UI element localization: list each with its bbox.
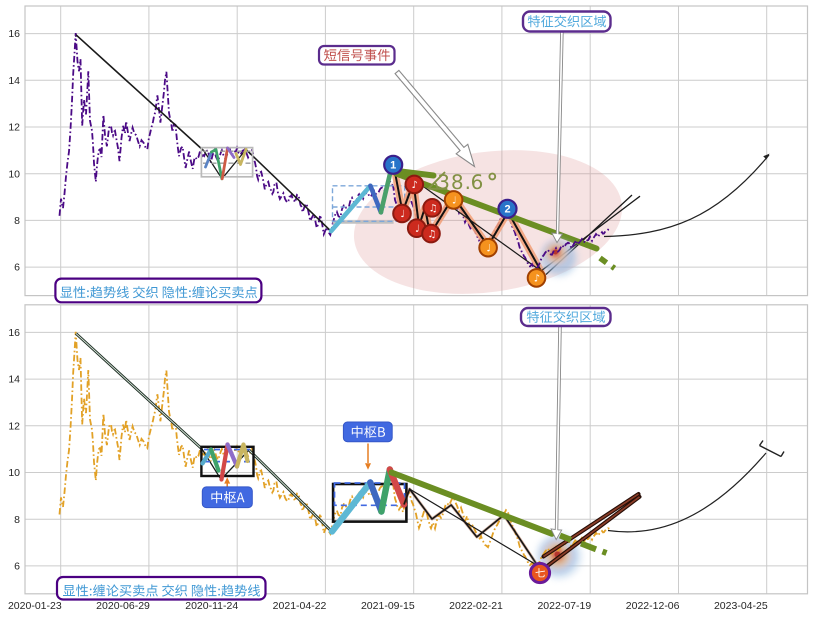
svg-text:2022-12-06: 2022-12-06 xyxy=(626,600,680,612)
svg-text:2021-04-22: 2021-04-22 xyxy=(273,600,327,612)
svg-text:14: 14 xyxy=(8,75,20,87)
svg-text:2020-01-23: 2020-01-23 xyxy=(8,600,62,612)
svg-text:12: 12 xyxy=(8,122,20,134)
svg-text:2020-06-29: 2020-06-29 xyxy=(96,600,150,612)
svg-text:10: 10 xyxy=(8,467,20,479)
svg-text:6: 6 xyxy=(14,561,20,573)
svg-text:10: 10 xyxy=(8,168,20,180)
svg-text:2023-04-25: 2023-04-25 xyxy=(714,600,768,612)
svg-text:2022-07-19: 2022-07-19 xyxy=(537,600,591,612)
svg-text:2021-09-15: 2021-09-15 xyxy=(361,600,415,612)
svg-text:14: 14 xyxy=(8,374,20,386)
svg-text:16: 16 xyxy=(8,28,20,40)
svg-text:12: 12 xyxy=(8,420,20,432)
svg-text:2022-02-21: 2022-02-21 xyxy=(449,600,503,612)
svg-text:8: 8 xyxy=(14,514,20,526)
svg-text:16: 16 xyxy=(8,327,20,339)
svg-text:2: 2 xyxy=(504,204,510,216)
svg-text:8: 8 xyxy=(14,215,20,227)
svg-text:2020-11-24: 2020-11-24 xyxy=(185,600,238,612)
svg-text:6: 6 xyxy=(14,262,20,274)
svg-text:1: 1 xyxy=(390,160,396,172)
